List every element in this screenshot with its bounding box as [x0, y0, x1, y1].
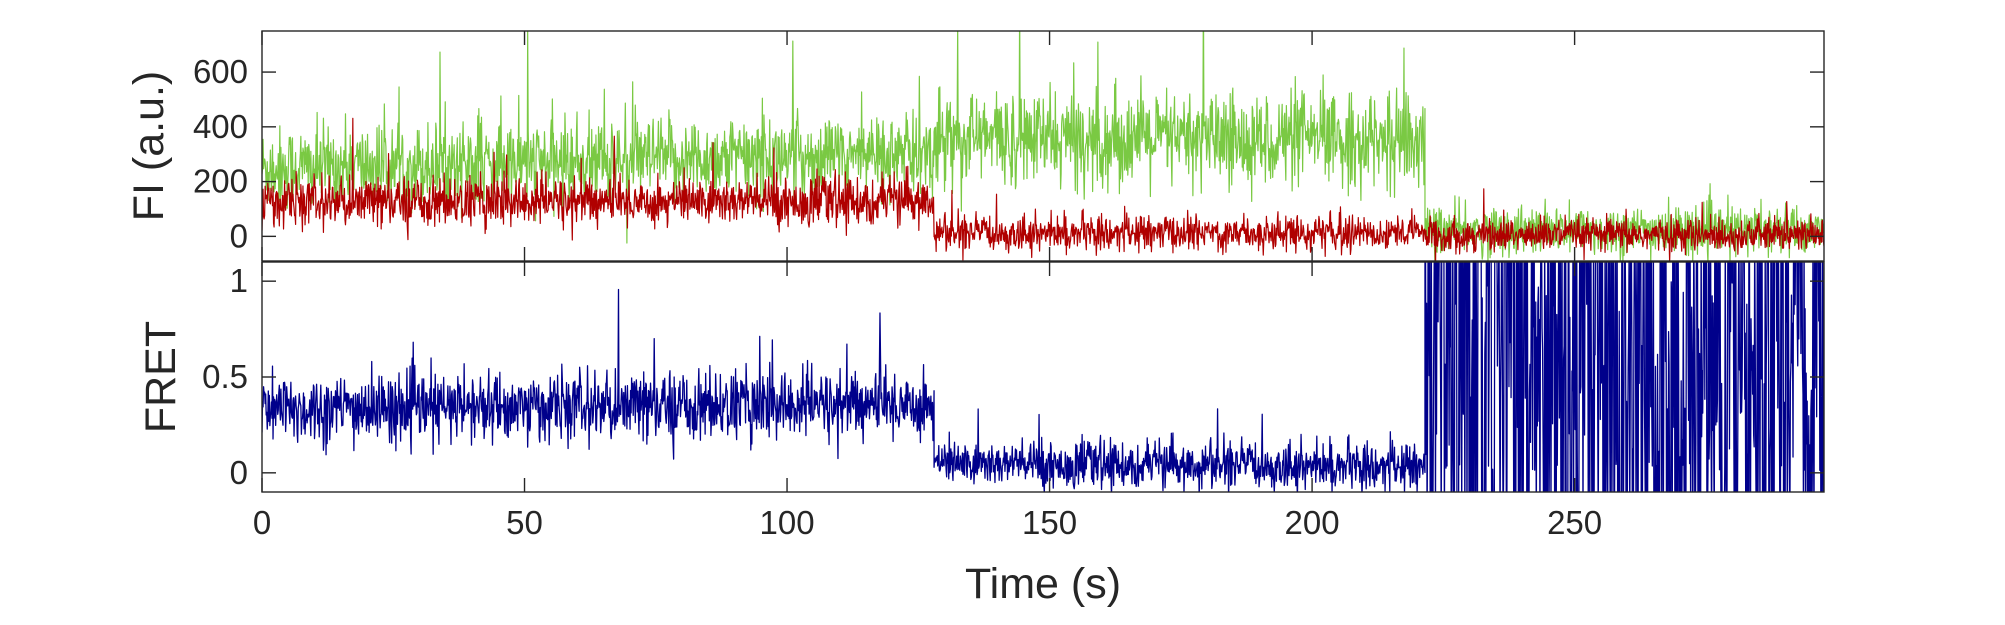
fi-y-tick-label: 400	[193, 108, 248, 145]
x-tick-label: 200	[1285, 504, 1340, 541]
fret-series-0-line	[262, 262, 1824, 492]
fi-panel: 0 200 400 600 FI (a.u.)	[125, 30, 1825, 262]
fi-y-tick-label: 600	[193, 53, 248, 90]
x-tick-label: 0	[253, 504, 271, 541]
x-axis-label: Time (s)	[965, 560, 1121, 608]
fret-panel: 0 0.5 1 0 50 100 150 200 250 FRET Time (s)	[137, 261, 1825, 608]
fret-y-axis-label: FRET	[137, 321, 185, 433]
fret-series-group	[262, 262, 1824, 492]
fi-y-axis-label: FI (a.u.)	[125, 71, 173, 222]
fret-y-tick-label: 0	[230, 454, 248, 491]
fret-y-tick-label: 1	[230, 262, 248, 299]
x-tick-label: 100	[760, 504, 815, 541]
fi-ticks: 0 200 400 600	[193, 31, 1824, 261]
fret-ticks: 0 0.5 1 0 50 100 150 200 250	[202, 262, 1824, 541]
fi-y-tick-label: 200	[193, 163, 248, 200]
x-tick-label: 50	[506, 504, 543, 541]
fi-series-1-line	[262, 117, 1824, 261]
fi-axes-box	[261, 30, 1825, 262]
x-tick-label: 150	[1022, 504, 1077, 541]
fi-series-group	[262, 31, 1824, 261]
x-tick-label: 250	[1547, 504, 1602, 541]
fret-axes-box	[261, 261, 1825, 493]
fi-plot-area	[262, 31, 1824, 261]
fret-y-tick-label: 0.5	[202, 358, 248, 395]
fi-y-tick-label: 0	[230, 217, 248, 254]
